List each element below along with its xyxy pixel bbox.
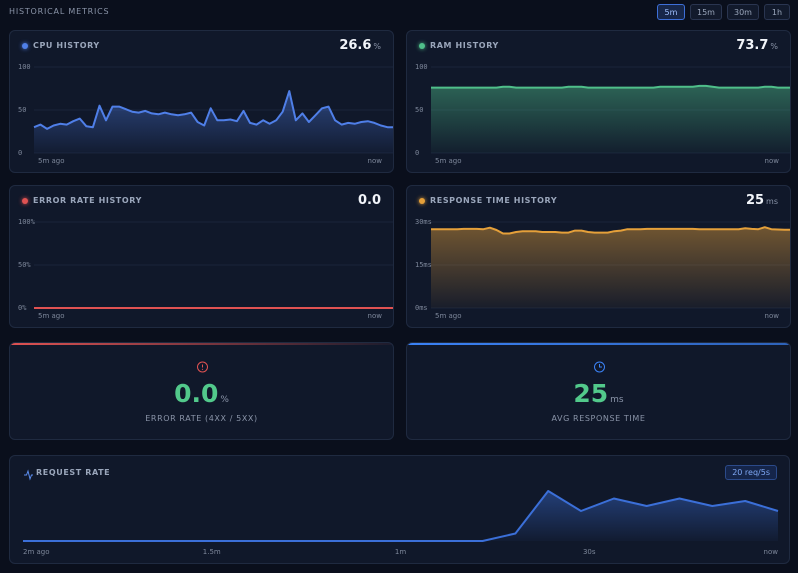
accent-bar: [407, 343, 790, 345]
history-chart: 0ms 15ms 30ms 5m ago now: [415, 218, 790, 320]
value-number: 25: [745, 193, 765, 208]
x-label: now: [765, 157, 780, 165]
y-tick-label: 0ms: [415, 304, 428, 312]
panel-title: REQUEST RATE: [36, 468, 111, 477]
history-chart: 0 50 100 5m ago now: [18, 63, 393, 165]
metric-panel: 0% 50% 100% 5m ago now ERROR RATE HISTORY 0.0: [9, 185, 394, 328]
x-label: 2m ago: [23, 548, 50, 556]
stat-card: 0.0% ERROR RATE (4XX / 5XX): [9, 342, 394, 440]
status-dot: [419, 197, 425, 204]
stat-decor: [10, 343, 393, 373]
range-button[interactable]: 1h: [764, 4, 790, 20]
stat-value: 0.0%: [10, 379, 393, 408]
area: [34, 91, 393, 153]
accent-bar: [10, 343, 393, 345]
icon-part: [201, 368, 204, 370]
stat-unit: ms: [610, 395, 624, 405]
y-tick-label: 100%: [18, 218, 36, 226]
stat-label: AVG RESPONSE TIME: [551, 414, 646, 423]
status-dot: [22, 197, 28, 204]
request-chart: 2m ago 1.5m 1m 30s now: [23, 469, 779, 556]
status-dot: [22, 42, 28, 49]
stat-value: 25 ms: [407, 379, 790, 408]
panel-title-text: RAM HISTORY: [430, 41, 499, 50]
x-label: 5m ago: [38, 157, 65, 165]
y-tick-label: 50: [18, 106, 26, 114]
x-label: 5m ago: [38, 312, 65, 320]
metric-panel: 0 50 100 5m ago now CPU HISTORY 26.6%: [9, 30, 394, 173]
panel-value: 73.7%: [736, 38, 778, 53]
panel-title-text: CPU HISTORY: [33, 41, 100, 50]
rate-badge: 20 req/5s: [725, 465, 777, 480]
icon: [197, 361, 208, 373]
history-chart: 0 50 100 5m ago now: [415, 63, 790, 165]
stat-decor: [407, 343, 790, 373]
y-tick-label: 30ms: [415, 218, 432, 226]
line: [431, 226, 790, 235]
value-number: 0.0: [357, 193, 381, 208]
panel-title: CPU HISTORY: [22, 41, 100, 50]
metric-panel: 0 50 100 5m ago now RAM HISTORY 73.7%: [406, 30, 791, 173]
area: [23, 491, 778, 541]
y-tick-label: 100: [415, 63, 428, 71]
area: [431, 85, 790, 153]
line: [33, 90, 393, 130]
y-tick-label: 50%: [18, 261, 31, 269]
stat-card: 25 ms AVG RESPONSE TIME: [406, 342, 791, 440]
status-dot: [419, 42, 425, 49]
icon-part: [599, 364, 602, 368]
icon: [594, 361, 605, 373]
range-button[interactable]: 5m: [657, 4, 685, 20]
range-button[interactable]: 30m: [727, 4, 759, 20]
x-label: now: [764, 548, 779, 556]
icon: [24, 469, 33, 481]
value-unit: %: [373, 42, 381, 51]
panel-title-text: RESPONSE TIME HISTORY: [430, 196, 558, 205]
panel-title: RESPONSE TIME HISTORY: [419, 196, 557, 205]
request-panel: 2m ago 1.5m 1m 30s now REQUEST RATE 20 req/5s: [9, 455, 790, 564]
y-tick-label: 50: [415, 106, 423, 114]
value-unit: ms: [766, 197, 778, 206]
line: [23, 490, 779, 542]
value-number: 73.7: [736, 38, 769, 53]
panel-value: 0.0: [358, 193, 381, 208]
x-label: 5m ago: [435, 157, 462, 165]
value-unit: %: [770, 42, 778, 51]
y-tick-label: 0: [415, 149, 419, 157]
stat-number: 25: [573, 379, 609, 408]
panel-title: ERROR RATE HISTORY: [22, 196, 142, 205]
value-number: 26.6: [339, 38, 372, 53]
history-chart: 0% 50% 100% 5m ago now: [18, 218, 393, 320]
x-label: now: [368, 157, 383, 165]
area: [431, 227, 790, 308]
panel-title-text: ERROR RATE HISTORY: [33, 196, 142, 205]
x-label: 5m ago: [435, 312, 462, 320]
range-button[interactable]: 15m: [690, 4, 722, 20]
page-title: HISTORICAL METRICS: [9, 7, 110, 16]
x-label: 1m: [395, 548, 406, 556]
x-label: now: [368, 312, 383, 320]
metric-panel: 0ms 15ms 30ms 5m ago now RESPONSE TIME HISTOR…: [406, 185, 791, 328]
x-label: 1.5m: [203, 548, 221, 556]
line: [431, 84, 790, 89]
y-tick-label: 100: [18, 63, 31, 71]
y-tick-label: 0: [18, 149, 22, 157]
stat-unit: %: [220, 395, 229, 405]
x-label: 30s: [583, 548, 596, 556]
panel-value: 26.6%: [339, 38, 381, 53]
stat-label: ERROR RATE (4XX / 5XX): [145, 414, 258, 423]
x-label: now: [765, 312, 780, 320]
y-tick-label: 15ms: [415, 261, 432, 269]
panel-title: RAM HISTORY: [419, 41, 499, 50]
stat-number: 0.0: [174, 379, 219, 408]
panel-value: 25 ms: [746, 193, 778, 208]
y-tick-label: 0%: [18, 304, 27, 312]
